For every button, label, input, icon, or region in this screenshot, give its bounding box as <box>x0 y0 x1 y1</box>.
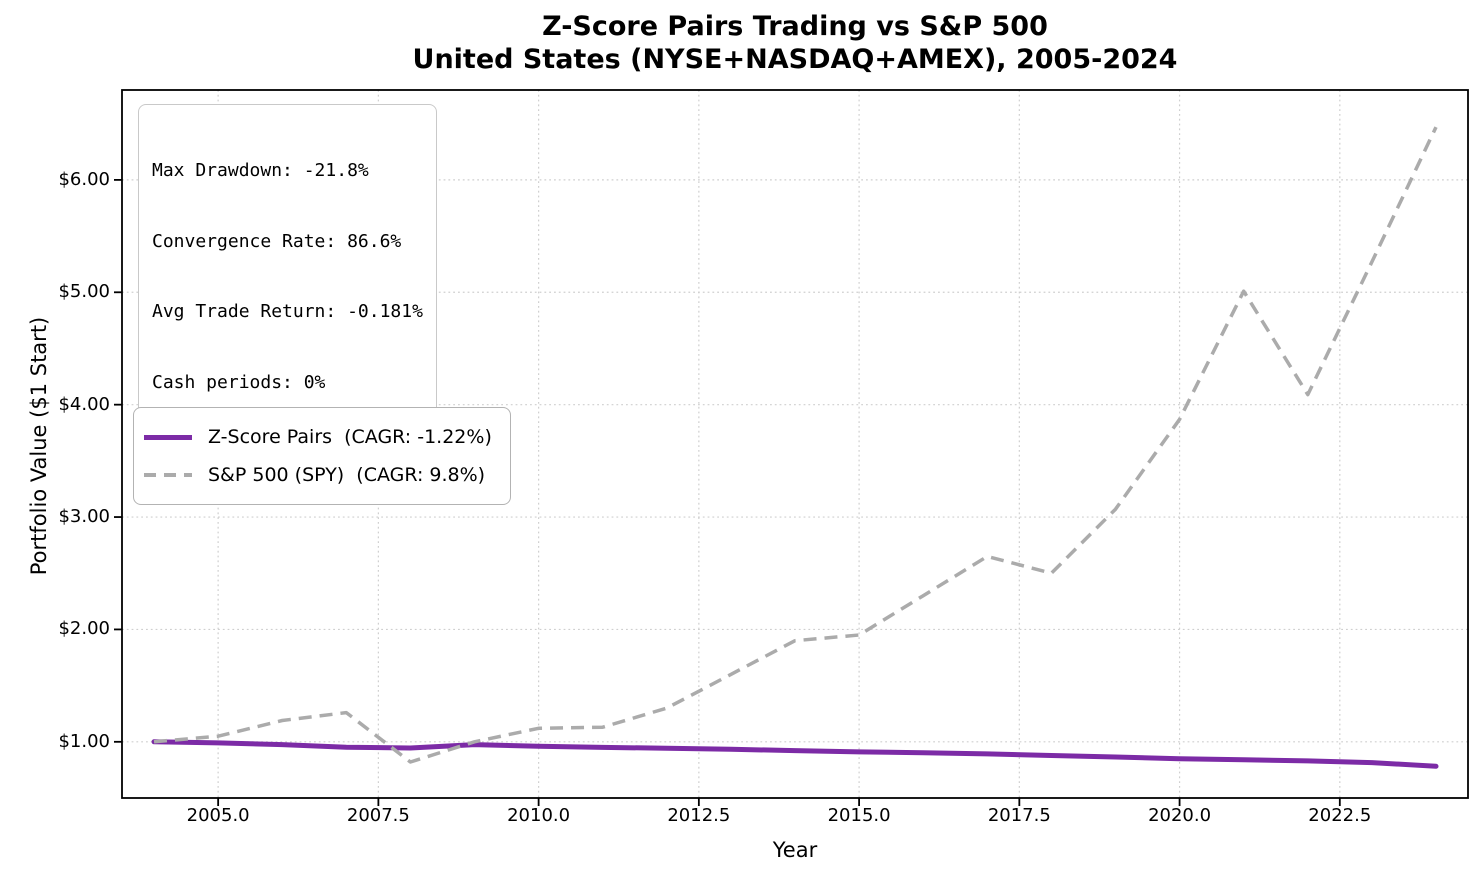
series-line-z-score-pairs <box>151 739 1439 769</box>
legend-item-z-score-pairs: Z-Score Pairs (CAGR: -1.22%) <box>144 418 492 456</box>
legend-line-swatch-solid <box>144 434 192 440</box>
x-tick-label: 2010.0 <box>507 805 571 826</box>
y-tick-label: $6.00 <box>58 168 110 190</box>
x-tick-label: 2007.5 <box>346 805 410 826</box>
y-axis-label: Portfolio Value ($1 Start) <box>27 316 51 576</box>
series-line-s-p-500-spy- <box>153 126 1438 764</box>
x-tick-label: 2005.0 <box>186 805 250 826</box>
legend: Z-Score Pairs (CAGR: -1.22%) S&P 500 (SP… <box>133 407 511 505</box>
y-tick-label: $2.00 <box>58 618 110 640</box>
chart-title-line1: Z-Score Pairs Trading vs S&P 500 <box>542 11 1048 42</box>
x-tick-label: 2020.0 <box>1148 805 1212 826</box>
y-tick-label: $5.00 <box>58 281 110 303</box>
y-tick-label: $4.00 <box>58 393 110 415</box>
x-tick-label: 2012.5 <box>667 805 731 826</box>
chart-title: Z-Score Pairs Trading vs S&P 500 United … <box>122 10 1468 76</box>
legend-line-swatch-dashed <box>144 473 192 477</box>
axes-frame <box>121 89 1469 799</box>
legend-item-sp500: S&P 500 (SPY) (CAGR: 9.8%) <box>144 456 492 494</box>
legend-label: S&P 500 (SPY) (CAGR: 9.8%) <box>208 464 486 486</box>
x-axis-label: Year <box>772 838 818 862</box>
x-tick-label: 2015.0 <box>827 805 891 826</box>
stats-annotation-box: Max Drawdown: -21.8% Convergence Rate: 8… <box>138 104 437 450</box>
stat-avg-trade-return: Avg Trade Return: -0.181% <box>152 301 423 322</box>
y-tick-label: $3.00 <box>58 506 110 528</box>
stat-max-drawdown: Max Drawdown: -21.8% <box>152 160 369 181</box>
chart-title-line2: United States (NYSE+NASDAQ+AMEX), 2005-2… <box>412 44 1178 75</box>
stat-cash-periods: Cash periods: 0% <box>152 371 326 393</box>
y-tick-label: $1.00 <box>58 730 110 752</box>
legend-label: Z-Score Pairs (CAGR: -1.22%) <box>208 426 492 448</box>
stat-convergence-rate: Convergence Rate: 86.6% <box>152 230 402 252</box>
x-tick-label: 2022.5 <box>1308 805 1372 826</box>
x-tick-label: 2017.5 <box>987 805 1051 826</box>
